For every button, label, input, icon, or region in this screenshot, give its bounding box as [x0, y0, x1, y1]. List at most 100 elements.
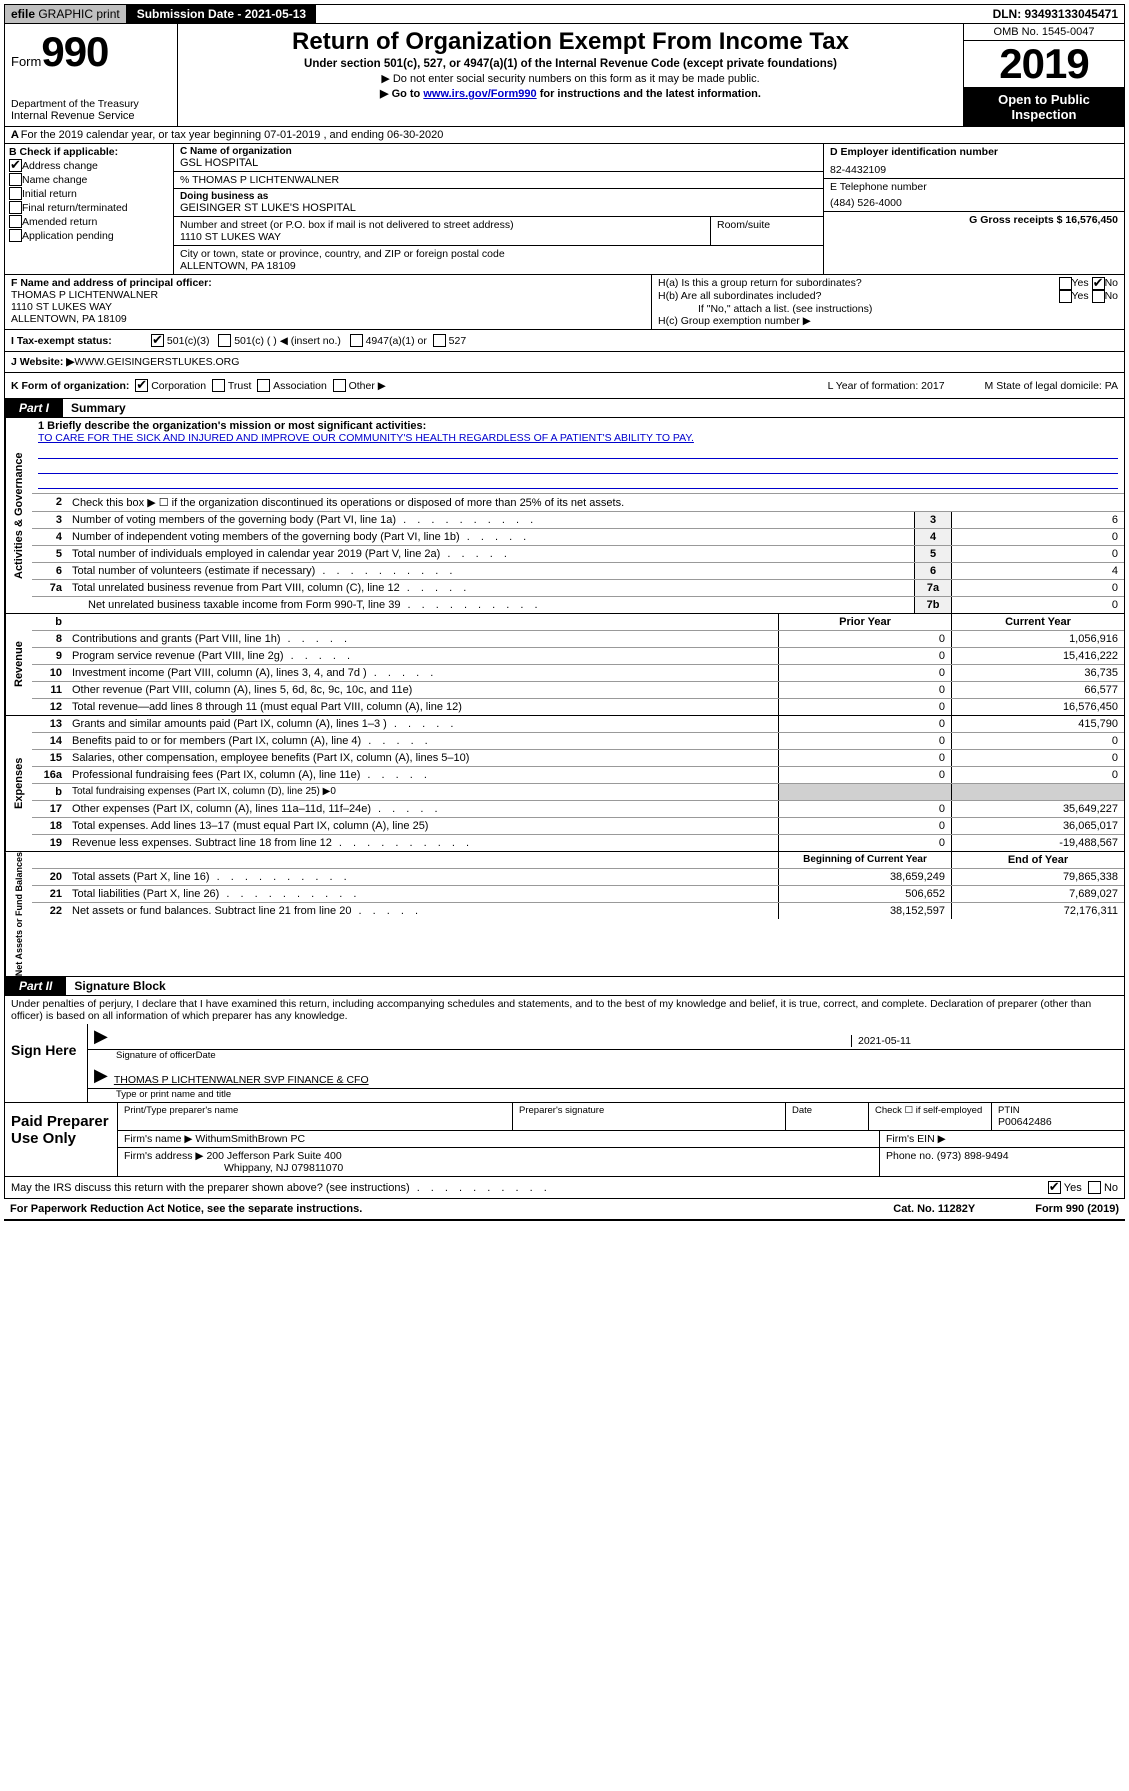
- line-18: Total expenses. Add lines 13–17 (must eq…: [68, 818, 778, 834]
- line-17: Other expenses (Part IX, column (A), lin…: [68, 801, 778, 817]
- hdr-prior-year: Prior Year: [778, 614, 951, 630]
- care-of: % THOMAS P LICHTENWALNER: [174, 171, 823, 186]
- addr-label: Number and street (or P.O. box if mail i…: [180, 219, 704, 231]
- perjury-statement: Under penalties of perjury, I declare th…: [4, 996, 1125, 1024]
- ha-label: H(a) Is this a group return for subordin…: [658, 277, 1059, 290]
- chk-final-return[interactable]: [9, 201, 22, 214]
- instructions-link[interactable]: www.irs.gov/Form990: [423, 88, 536, 100]
- chk-527[interactable]: [433, 334, 446, 347]
- city-state-zip: ALLENTOWN, PA 18109: [180, 260, 817, 272]
- chk-501c[interactable]: [218, 334, 231, 347]
- identity-block: B Check if applicable: Address change Na…: [4, 144, 1125, 274]
- ha-no[interactable]: [1092, 277, 1105, 290]
- line-7b: Net unrelated business taxable income fr…: [68, 597, 914, 613]
- mission-block: 1 Briefly describe the organization's mi…: [32, 418, 1124, 493]
- prep-sig-label: Preparer's signature: [519, 1105, 779, 1116]
- chk-initial-return[interactable]: [9, 187, 22, 200]
- chk-corp[interactable]: [135, 379, 148, 392]
- hb-label: H(b) Are all subordinates included?: [658, 290, 1059, 303]
- hc-label: H(c) Group exemption number ▶: [658, 315, 1118, 327]
- phone-label: E Telephone number: [830, 181, 1118, 193]
- ein-label: D Employer identification number: [830, 146, 998, 158]
- submission-date: Submission Date - 2021-05-13: [127, 5, 316, 23]
- fh-row: F Name and address of principal officer:…: [4, 274, 1125, 330]
- year-formation: L Year of formation: 2017: [828, 380, 945, 392]
- sign-here-label: Sign Here: [5, 1024, 88, 1102]
- chk-501c3[interactable]: [151, 334, 164, 347]
- row-i-tax-status: I Tax-exempt status: 501(c)(3) 501(c) ( …: [4, 330, 1125, 352]
- officer-name: THOMAS P LICHTENWALNER SVP FINANCE & CFO: [114, 1074, 1118, 1086]
- chk-other[interactable]: [333, 379, 346, 392]
- street-address: 1110 ST LUKES WAY: [180, 231, 704, 243]
- discuss-no[interactable]: [1088, 1181, 1101, 1194]
- chk-assoc[interactable]: [257, 379, 270, 392]
- hdr-current-year: Current Year: [951, 614, 1124, 630]
- prep-name-label: Print/Type preparer's name: [124, 1105, 506, 1116]
- firm-name: WithumSmithBrown PC: [195, 1133, 305, 1145]
- hb-note: If "No," attach a list. (see instruction…: [658, 303, 1118, 315]
- chk-address-change[interactable]: [9, 159, 22, 172]
- line-15: Salaries, other compensation, employee b…: [68, 750, 778, 766]
- line-5: Total number of individuals employed in …: [68, 546, 914, 562]
- chk-app-pending[interactable]: [9, 229, 22, 242]
- gross-receipts: G Gross receipts $ 16,576,450: [969, 214, 1118, 226]
- firm-addr2: Whippany, NJ 079811070: [124, 1162, 343, 1174]
- col-c-name-addr: C Name of organization GSL HOSPITAL % TH…: [174, 144, 823, 274]
- line-16b: Total fundraising expenses (Part IX, col…: [68, 784, 778, 800]
- section-net-assets: Net Assets or Fund Balances Beginning of…: [4, 852, 1125, 977]
- pra-notice: For Paperwork Reduction Act Notice, see …: [10, 1203, 893, 1215]
- city-label: City or town, state or province, country…: [180, 248, 817, 260]
- row-k-org: K Form of organization: Corporation Trus…: [4, 373, 1125, 399]
- org-name-label: C Name of organization: [180, 146, 817, 157]
- org-name: GSL HOSPITAL: [180, 157, 817, 169]
- hb-no[interactable]: [1092, 290, 1105, 303]
- date-label: Date: [196, 1050, 456, 1061]
- line-8: Contributions and grants (Part VIII, lin…: [68, 631, 778, 647]
- row-j-website: J Website: ▶ WWW.GEISINGERSTLUKES.ORG: [4, 352, 1125, 373]
- chk-trust[interactable]: [212, 379, 225, 392]
- state-domicile: M State of legal domicile: PA: [985, 380, 1118, 392]
- vlabel-revenue: Revenue: [5, 614, 32, 715]
- year-block: OMB No. 1545-0047 2019 Open to PublicIns…: [964, 24, 1124, 126]
- dba: GEISINGER ST LUKE'S HOSPITAL: [180, 202, 817, 214]
- form-label: Form: [11, 54, 41, 69]
- room-suite: Room/suite: [711, 217, 823, 246]
- line-4: Number of independent voting members of …: [68, 529, 914, 545]
- paid-preparer-label: Paid Preparer Use Only: [5, 1103, 118, 1176]
- arrow-icon: ▶: [94, 1026, 108, 1047]
- officer-name-label: Type or print name and title: [88, 1089, 1124, 1102]
- dept-treasury: Department of the Treasury: [11, 98, 171, 110]
- ein: 82-4432109: [830, 164, 1118, 176]
- firm-phone: Phone no. (973) 898-9494: [880, 1148, 1124, 1176]
- line-16a: Professional fundraising fees (Part IX, …: [68, 767, 778, 783]
- part-2-header: Part II Signature Block: [4, 977, 1125, 996]
- part-2-title: Signature Block: [66, 977, 173, 995]
- tax-year: 2019: [964, 41, 1124, 88]
- line-21: Total liabilities (Part X, line 26): [68, 886, 778, 902]
- preparer-block: Paid Preparer Use Only Print/Type prepar…: [4, 1103, 1125, 1177]
- line-11: Other revenue (Part VIII, column (A), li…: [68, 682, 778, 698]
- dba-label: Doing business as: [174, 188, 823, 202]
- arrow-icon: ▶: [94, 1065, 108, 1086]
- chk-name-change[interactable]: [9, 173, 22, 186]
- firm-addr1: 200 Jefferson Park Suite 400: [206, 1150, 341, 1162]
- firm-name-label: Firm's name ▶: [124, 1133, 192, 1145]
- top-bar: efile GRAPHIC print Submission Date - 20…: [4, 4, 1125, 24]
- title-block: Return of Organization Exempt From Incom…: [178, 24, 964, 126]
- discuss-yes[interactable]: [1048, 1181, 1061, 1194]
- hb-yes[interactable]: [1059, 290, 1072, 303]
- part-1-tab: Part I: [5, 399, 63, 417]
- hdr-end-year: End of Year: [951, 852, 1124, 868]
- discuss-label: May the IRS discuss this return with the…: [11, 1182, 1048, 1194]
- line-9: Program service revenue (Part VIII, line…: [68, 648, 778, 664]
- ptin-label: PTIN: [998, 1105, 1118, 1116]
- chk-amended[interactable]: [9, 215, 22, 228]
- sign-date: 2021-05-11: [851, 1035, 1118, 1047]
- ptin: P00642486: [998, 1116, 1118, 1128]
- line-6: Total number of volunteers (estimate if …: [68, 563, 914, 579]
- mission-text: TO CARE FOR THE SICK AND INJURED AND IMP…: [38, 432, 694, 444]
- chk-4947[interactable]: [350, 334, 363, 347]
- ha-yes[interactable]: [1059, 277, 1072, 290]
- section-expenses: Expenses 13Grants and similar amounts pa…: [4, 716, 1125, 852]
- footer-row: For Paperwork Reduction Act Notice, see …: [4, 1199, 1125, 1221]
